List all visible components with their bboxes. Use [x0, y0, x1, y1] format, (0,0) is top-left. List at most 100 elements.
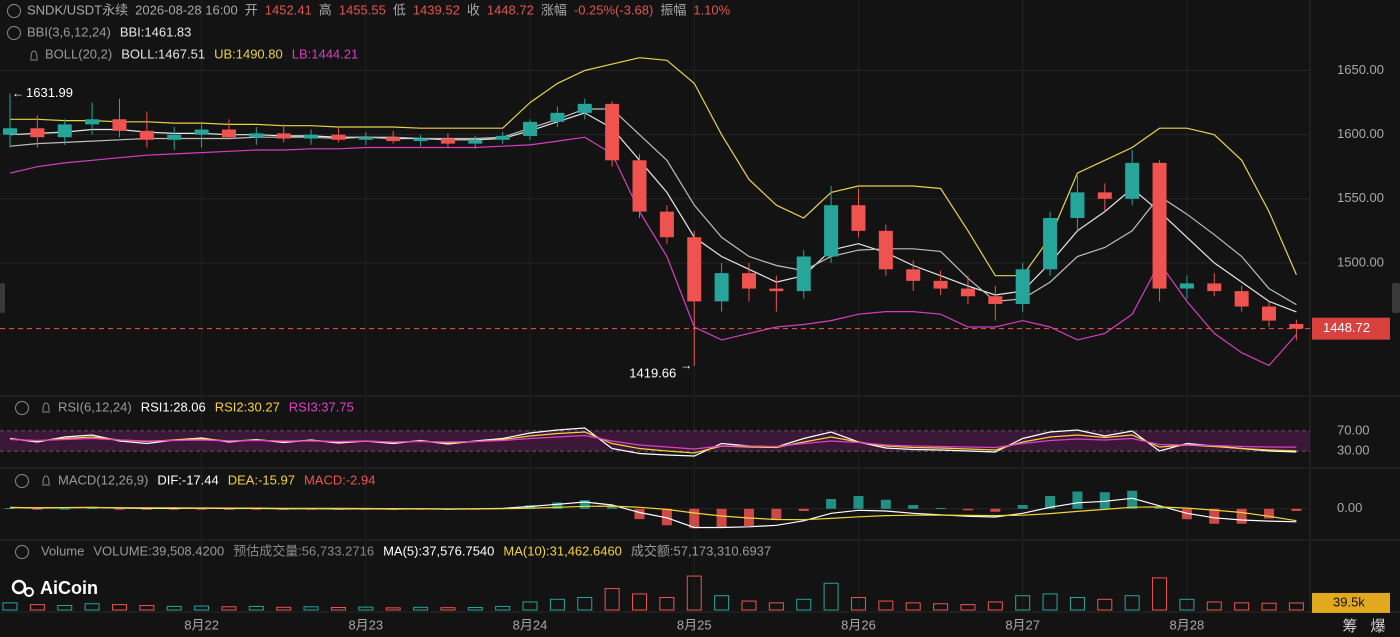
y-tick-label: 1500.00: [1337, 254, 1384, 269]
x-tick-label: 8月28: [1170, 617, 1205, 632]
volume-bar: [1261, 602, 1277, 611]
x-tick-label: 8月25: [677, 617, 712, 632]
volume-bar: [960, 604, 976, 611]
macd-bar: [771, 508, 782, 520]
candle-body: [769, 288, 784, 292]
header-text: 收: [467, 2, 480, 17]
candle-body: [413, 138, 428, 142]
macd-bar: [1291, 508, 1302, 511]
last-price-label: 1448.72: [1323, 320, 1370, 335]
x-tick-label: 8月27: [1005, 617, 1040, 632]
header-text: 涨幅: [541, 2, 567, 17]
macd-bar: [661, 508, 672, 526]
volume-bar: [1234, 602, 1250, 611]
collapse-icon[interactable]: [15, 474, 29, 488]
side-button[interactable]: 爆: [1370, 618, 1385, 635]
volume-tag: [1312, 592, 1390, 613]
annotation-arrow: →: [680, 358, 692, 372]
volume-bar: [303, 606, 319, 611]
candle-body: [194, 129, 209, 135]
volume-bar: [1097, 598, 1113, 611]
legend-entry: UB:1490.80: [214, 46, 283, 61]
y-tick-label: 1600.00: [1337, 126, 1384, 141]
candle-body: [1043, 218, 1058, 270]
volume-bar: [166, 605, 182, 611]
side-button[interactable]: 筹: [1342, 618, 1357, 635]
y-tick-label: 1550.00: [1337, 190, 1384, 205]
candle-body: [1289, 323, 1304, 329]
candle-body: [304, 134, 319, 139]
candle-body: [906, 269, 921, 281]
candle-body: [276, 133, 291, 139]
volume-bar: [522, 601, 538, 611]
logo-text: AiCoin: [40, 578, 98, 598]
collapse-icon[interactable]: [7, 4, 21, 18]
candle-body: [988, 296, 1003, 304]
alert-icon[interactable]: [30, 50, 38, 61]
macd-bar: [1072, 491, 1083, 509]
candle-body: [112, 119, 127, 131]
volume-bar: [413, 606, 429, 611]
alert-icon[interactable]: [42, 402, 50, 413]
indicator-line: [10, 57, 1297, 277]
legend-entry: BOLL(20,2): [45, 46, 112, 61]
annotation-arrow: ←: [12, 86, 24, 100]
volume-bar: [1152, 577, 1168, 611]
alert-icon[interactable]: [42, 475, 50, 486]
logo: AiCoin: [11, 578, 98, 598]
macd-bar: [853, 496, 864, 509]
macd-bar: [552, 502, 563, 509]
macd-bar: [1017, 505, 1028, 509]
legend-entry: MACD:-2.94: [304, 472, 376, 487]
x-tick-label: 8月23: [348, 617, 383, 632]
collapse-icon[interactable]: [15, 401, 29, 415]
volume-bar: [768, 602, 784, 611]
macd-bar: [1045, 496, 1056, 509]
macd-bar: [579, 500, 590, 509]
macd-bar: [689, 508, 700, 529]
candle-body: [659, 211, 674, 238]
side-tab[interactable]: [0, 283, 5, 313]
volume-bar: [1179, 598, 1195, 611]
y-tick-label: 30.00: [1337, 442, 1370, 457]
collapse-icon[interactable]: [7, 26, 21, 40]
header-text: 低: [393, 2, 406, 17]
candle-body: [933, 280, 948, 289]
volume-bar: [823, 582, 839, 611]
header-text: 1452.41: [265, 2, 312, 17]
volume-bar: [276, 606, 292, 611]
macd-bar: [743, 508, 754, 526]
volume-bar: [741, 600, 757, 611]
indicator-line: [9, 108, 1297, 306]
overlay: ← 1631.99 → 1419.66 1448.72 39.5k: [0, 85, 1390, 613]
candle-body: [523, 121, 538, 136]
macd-line: [9, 505, 1297, 522]
macd-bar: [223, 508, 234, 510]
volume-bar: [440, 607, 456, 611]
legend-entry: VOLUME:39,508.4200: [93, 543, 224, 558]
volume-bar: [29, 604, 45, 611]
candle-body: [167, 134, 182, 140]
header-text: 2026-08-28 16:00: [135, 2, 238, 17]
candle-body: [878, 230, 893, 270]
candle-body: [1179, 283, 1194, 289]
legend-entry: DEA:-15.97: [228, 472, 295, 487]
side-tab[interactable]: [1392, 283, 1400, 313]
header-text: 高: [319, 2, 332, 17]
legend-entry: DIF:-17.44: [157, 472, 218, 487]
volume-bar: [933, 603, 949, 611]
candle-body: [824, 205, 839, 257]
candle-body: [714, 273, 729, 302]
candle-body: [1125, 162, 1140, 199]
macd-bar: [1181, 508, 1192, 520]
axes: 8月22 8月23 8月24 8月25 8月26 8月27 8月28 1650.00 1600.…: [184, 62, 1384, 632]
candle-body: [1152, 162, 1167, 289]
candle-body: [468, 139, 483, 144]
volume-bar: [111, 604, 127, 611]
volume-bar: [1069, 597, 1085, 611]
volume-bar: [1206, 601, 1222, 611]
x-tick-label: 8月22: [184, 617, 219, 632]
volume-bar: [577, 597, 593, 611]
collapse-icon[interactable]: [15, 545, 29, 559]
